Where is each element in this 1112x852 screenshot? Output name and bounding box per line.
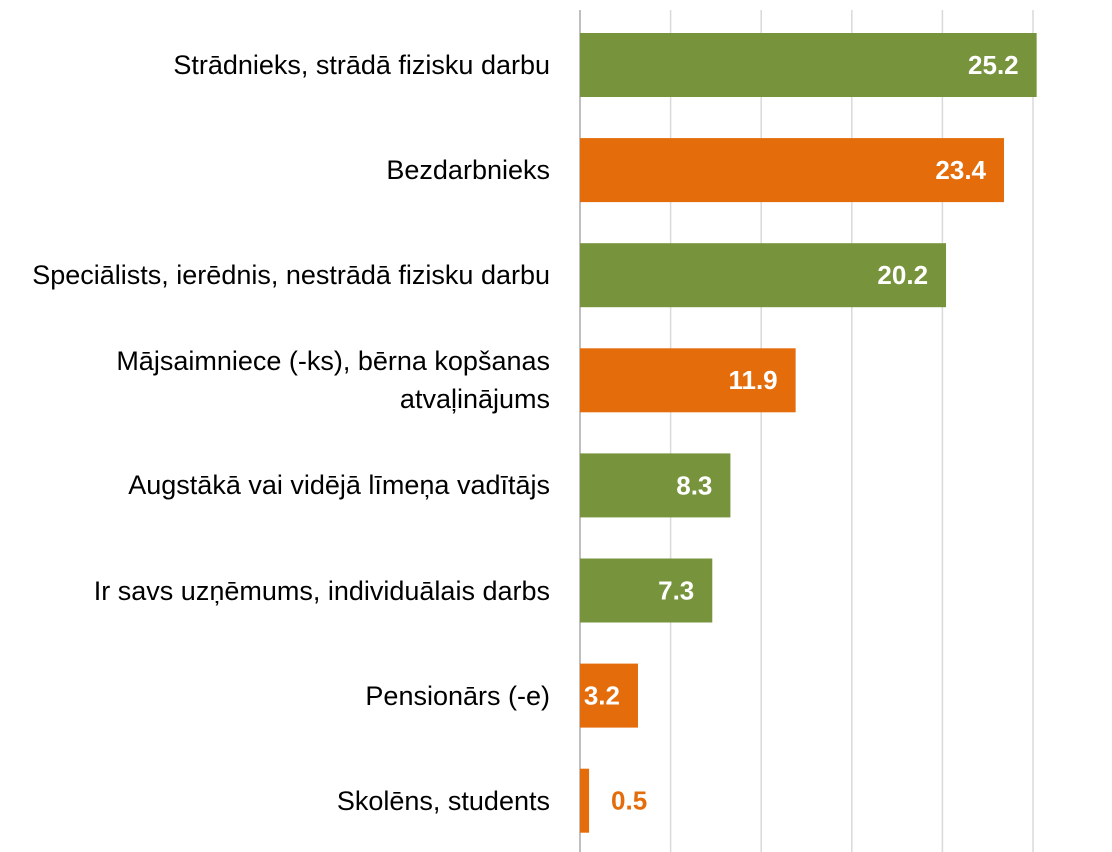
category-label: Skolēns, students bbox=[336, 785, 550, 816]
category-label: Bezdarbnieks bbox=[386, 155, 550, 186]
bar bbox=[580, 33, 1037, 97]
value-label: 20.2 bbox=[877, 260, 928, 290]
category-label: Augstākā vai vidējā līmeņa vadītājs bbox=[128, 470, 550, 501]
category-label: Strādnieks, strādā fizisku darbu bbox=[173, 50, 550, 80]
value-label: 0.5 bbox=[611, 786, 647, 816]
value-label: 23.4 bbox=[935, 155, 986, 185]
category-label: Pensionārs (-e) bbox=[365, 680, 550, 711]
value-label: 25.2 bbox=[968, 50, 1019, 80]
bar bbox=[580, 663, 638, 728]
bar bbox=[580, 768, 590, 833]
value-label: 7.3 bbox=[658, 575, 694, 605]
category-label: Speciālists, ierēdnis, nestrādā fizisku … bbox=[32, 260, 550, 291]
category-label: Mājsaimniece (-ks), bērna kopšanas atvaļ… bbox=[116, 346, 550, 415]
bar bbox=[580, 558, 713, 623]
bar bbox=[580, 348, 796, 413]
bar bbox=[580, 138, 1005, 203]
category-label: Ir savs uzņēmums, individuālais darbs bbox=[93, 575, 550, 606]
value-label: 11.9 bbox=[728, 365, 777, 395]
value-label: 3.2 bbox=[584, 680, 620, 710]
value-label: 8.3 bbox=[676, 470, 712, 500]
bar bbox=[580, 243, 947, 308]
bar bbox=[580, 453, 731, 518]
